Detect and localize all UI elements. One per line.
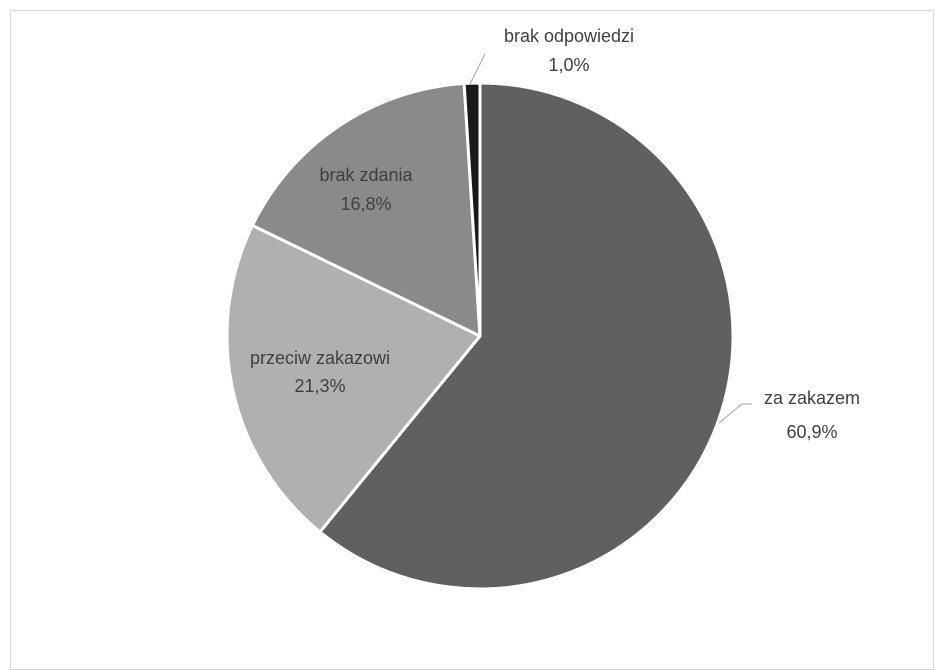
leader-lines: [469, 53, 752, 424]
pie-slice-za-zakazem: [318, 81, 735, 591]
pie-slice-brak-odpowiedzi: [462, 81, 482, 338]
pie-slice-brak-zdania: [250, 81, 482, 338]
data-labels: za zakazem 60,9% przeciw zakazowi 21,3% brak…: [250, 26, 860, 442]
slice-value-label: 21,3%: [294, 376, 345, 396]
slice-value-label: 16,8%: [340, 194, 391, 214]
leader-line-brak-odpowiedzi: [469, 53, 486, 85]
slice-category-label: brak zdania: [319, 165, 413, 185]
slice-category-label: za zakazem: [764, 388, 860, 408]
slice-value-label: 1,0%: [548, 55, 589, 75]
pie-slices: [225, 81, 735, 591]
leader-line-za-zakazem: [718, 403, 752, 424]
slice-category-label: brak odpowiedzi: [504, 26, 634, 46]
pie-slice-przeciw-zakazowi: [225, 223, 482, 534]
slice-value-label: 60,9%: [786, 422, 837, 442]
slice-category-label: przeciw zakazowi: [250, 348, 390, 368]
pie-chart: za zakazem 60,9% przeciw zakazowi 21,3% brak…: [225, 26, 860, 591]
